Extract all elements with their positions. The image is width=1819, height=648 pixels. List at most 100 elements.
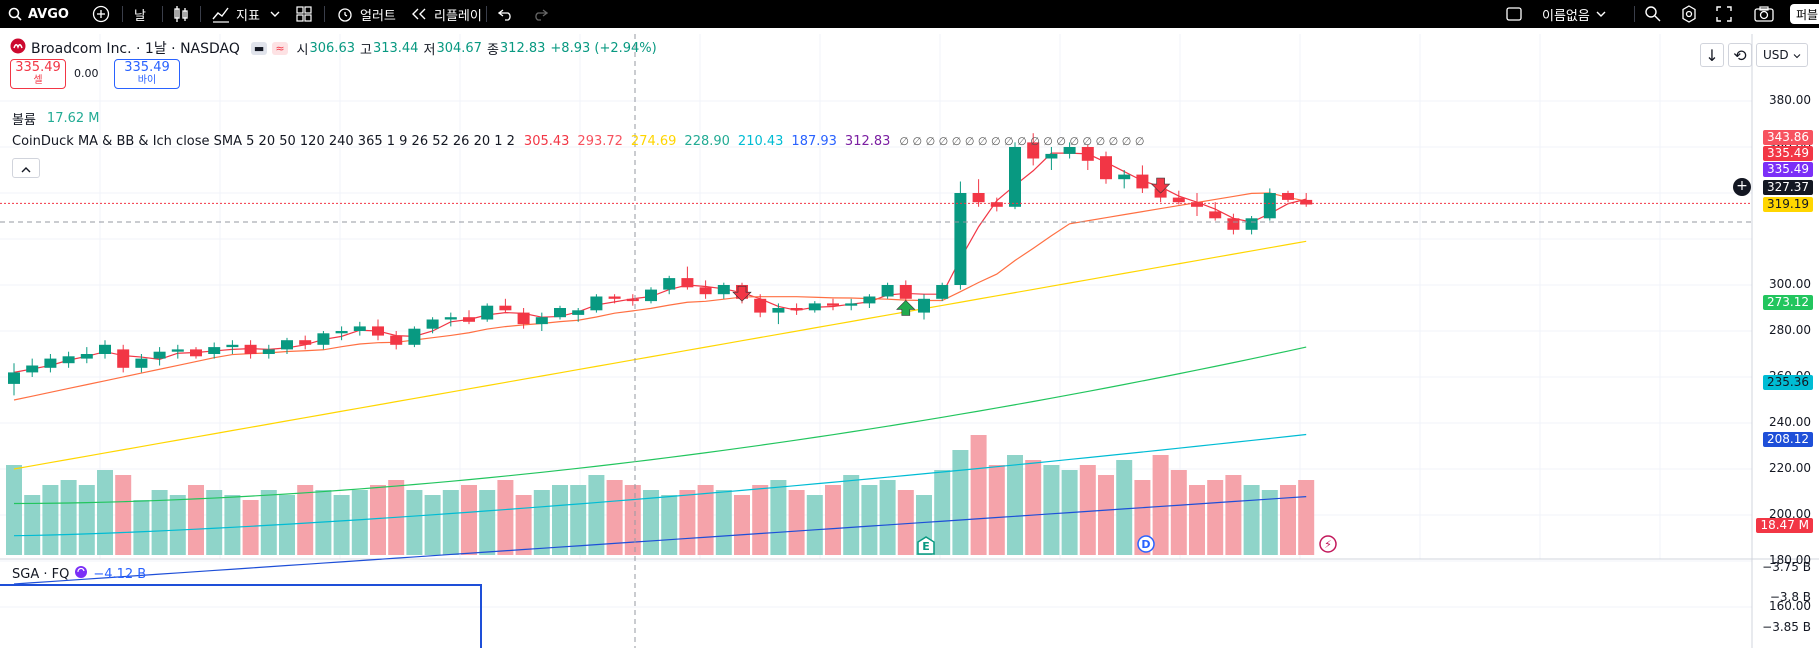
ma-value-1: 293.72 <box>577 134 623 149</box>
volume-bar <box>442 490 459 555</box>
currency-button[interactable]: USD <box>1756 43 1808 67</box>
candle <box>881 282 894 299</box>
alert-button[interactable]: 얼러트 <box>336 0 396 28</box>
volume-bar <box>242 500 259 555</box>
publish-label: 퍼블 <box>1796 7 1819 22</box>
svg-text:⚡: ⚡ <box>1324 538 1332 551</box>
volume-bar <box>297 485 314 555</box>
price-chart[interactable]: E D ⚡ <box>0 34 1819 648</box>
redo-button[interactable] <box>532 0 548 28</box>
refresh-icon[interactable] <box>74 565 88 583</box>
add-alert-plus-icon[interactable]: + <box>1733 178 1751 196</box>
quick-search-button[interactable] <box>1644 0 1662 28</box>
candle <box>62 351 75 368</box>
candle <box>681 266 694 290</box>
volume-bar <box>770 480 787 555</box>
volume-bar <box>515 495 532 555</box>
chart-type-button[interactable] <box>172 0 190 28</box>
candle <box>1009 142 1021 210</box>
replay-button[interactable]: 리플레이 <box>410 0 482 28</box>
candle <box>845 298 858 311</box>
volume-bar <box>260 490 277 555</box>
indicators-dropdown[interactable] <box>270 0 280 28</box>
volume-bar <box>988 465 1005 555</box>
scroll-down-button[interactable]: ↓ <box>1700 43 1724 67</box>
publish-button[interactable]: 퍼블 <box>1790 4 1819 24</box>
svg-text:D: D <box>1141 538 1150 551</box>
volume-bar <box>806 495 823 555</box>
sell-button[interactable]: 335.49 셀 <box>10 59 66 89</box>
close-value: 312.83 <box>499 40 546 56</box>
volume-bar <box>169 495 186 555</box>
volume-bar <box>406 490 423 555</box>
layout-name: 이름없음 <box>1542 8 1590 24</box>
symbol-search[interactable]: AVGO <box>8 0 69 28</box>
volume-label: 볼륨 <box>12 113 36 128</box>
compare-button[interactable] <box>92 0 110 28</box>
visibility-toggle[interactable]: ▬ <box>250 41 268 55</box>
snapshot-button[interactable] <box>1754 0 1774 28</box>
ma-line-ma240 <box>13 433 1307 537</box>
candle <box>481 303 494 322</box>
volume-bar <box>934 470 951 555</box>
price-tag: 18.47 M <box>1756 518 1813 533</box>
layout-checkbox[interactable] <box>1506 0 1522 28</box>
candle <box>317 331 330 350</box>
undo-icon <box>498 7 514 21</box>
broadcom-logo-icon <box>10 38 26 58</box>
reset-icon: ⟲ <box>1733 45 1747 65</box>
candle <box>1263 188 1276 221</box>
close-label: 종 <box>486 42 499 58</box>
buy-price: 335.49 <box>124 60 170 75</box>
volume-bar <box>279 495 295 555</box>
reset-view-button[interactable]: ⟲ <box>1728 43 1752 67</box>
volume-bar <box>1298 480 1315 555</box>
volume-bar <box>1098 475 1114 555</box>
candle <box>171 344 184 359</box>
change-value: +8.93 (+2.94%) <box>550 40 657 56</box>
dividend-marker-icon[interactable]: D <box>1137 535 1155 553</box>
candle <box>772 303 785 325</box>
settings-button[interactable] <box>1680 0 1698 28</box>
collapse-legend-button[interactable] <box>12 158 40 178</box>
volume-bar <box>333 495 350 555</box>
split-marker-icon[interactable]: ⚡ <box>1319 535 1337 553</box>
volume-bar <box>1079 465 1096 555</box>
wave-icon[interactable]: ≈ <box>272 41 288 55</box>
plus-circle-icon <box>92 5 110 23</box>
fullscreen-button[interactable] <box>1716 0 1732 28</box>
candle <box>918 294 930 320</box>
layout-name-button[interactable]: 이름없음 <box>1542 0 1606 28</box>
candle <box>463 310 475 325</box>
volume-bar <box>643 490 659 555</box>
indicators-button[interactable]: 지표 <box>212 0 260 28</box>
volume-bar <box>188 485 204 555</box>
candle <box>517 308 530 329</box>
candle <box>954 181 967 290</box>
candle <box>499 298 512 313</box>
candle <box>1136 165 1149 193</box>
sga-value: −4.12 B <box>93 566 147 582</box>
redo-icon <box>532 7 548 21</box>
spread-value: 0.00 <box>74 67 99 80</box>
indicators-label: 지표 <box>236 8 260 24</box>
candle <box>535 312 548 331</box>
magnifier-icon <box>1644 5 1662 23</box>
price-axis[interactable]: 380.00360.00300.00280.00260.00240.00220.… <box>1733 34 1819 648</box>
ma-line-ma120 <box>13 346 1307 505</box>
volume-bar <box>424 495 441 555</box>
ma-value-0: 305.43 <box>523 134 570 149</box>
layouts-button[interactable] <box>296 0 312 28</box>
candle <box>408 326 421 348</box>
volume-bar <box>897 490 914 555</box>
chart-area[interactable]: E D ⚡ <box>0 34 1819 648</box>
earnings-marker-icon[interactable]: E <box>917 536 935 555</box>
buy-button[interactable]: 335.49 바이 <box>114 59 180 89</box>
undo-button[interactable] <box>498 0 514 28</box>
candle <box>863 294 876 308</box>
ma-value-6: 312.83 <box>844 134 891 149</box>
volume-bar <box>133 500 150 555</box>
currency-label: USD <box>1763 48 1789 62</box>
axis-label: 200.00 <box>1769 507 1811 521</box>
interval-button[interactable]: 날 <box>134 0 146 28</box>
